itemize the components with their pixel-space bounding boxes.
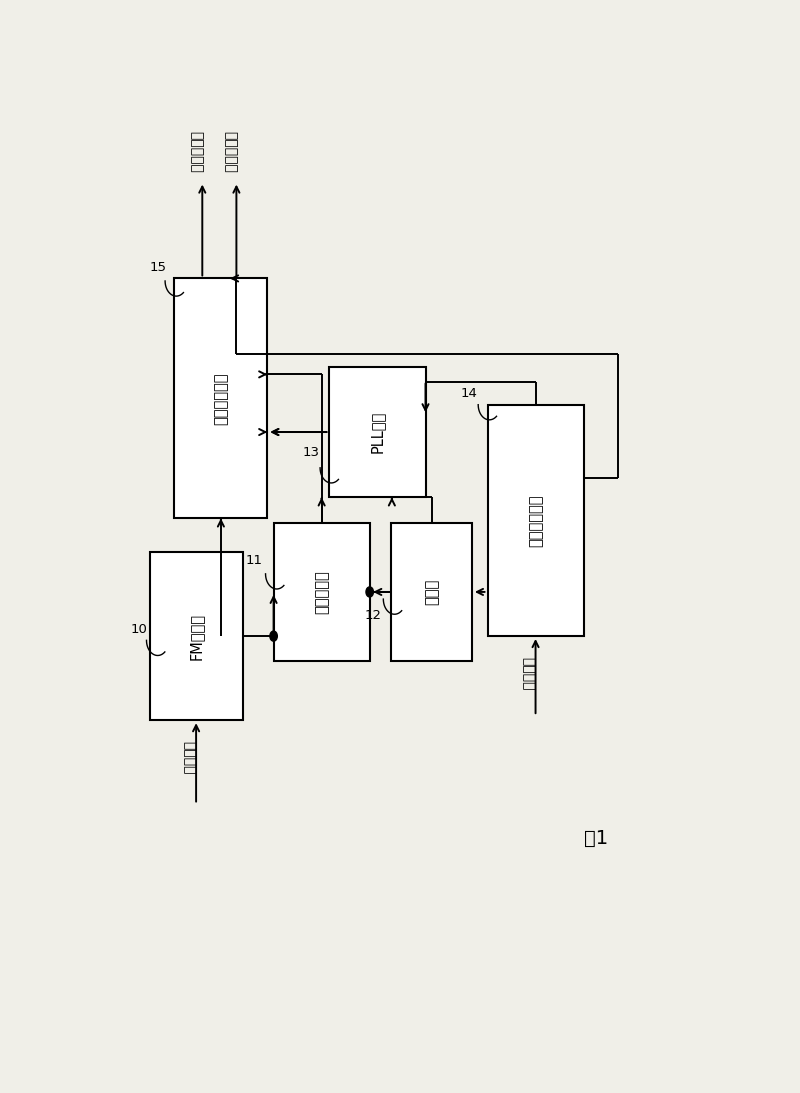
Text: 13: 13 <box>302 446 319 459</box>
Text: 振荡器: 振荡器 <box>424 579 439 606</box>
Text: 参考信号: 参考信号 <box>521 657 535 691</box>
Circle shape <box>270 631 278 642</box>
Bar <box>330 367 426 497</box>
Text: 射频信号: 射频信号 <box>182 741 196 775</box>
Bar <box>391 522 472 661</box>
Text: 14: 14 <box>460 387 477 400</box>
Text: 立体声译码器: 立体声译码器 <box>214 372 229 424</box>
Bar <box>174 279 267 518</box>
Bar <box>150 552 242 720</box>
Text: 右信道信号: 右信道信号 <box>223 131 237 173</box>
Text: 图1: 图1 <box>584 828 608 847</box>
Text: PLL单元: PLL单元 <box>370 411 385 454</box>
Text: 左信道信号: 左信道信号 <box>189 131 203 173</box>
Bar <box>274 522 370 661</box>
Text: 10: 10 <box>130 623 147 636</box>
Text: 带通滤波器: 带通滤波器 <box>314 571 329 614</box>
Text: FM解调器: FM解调器 <box>189 612 203 660</box>
Circle shape <box>366 587 374 597</box>
Text: 15: 15 <box>150 261 167 274</box>
Bar <box>487 404 584 636</box>
Text: 数字校正电路: 数字校正电路 <box>528 494 543 546</box>
Text: 12: 12 <box>365 609 382 622</box>
Text: 11: 11 <box>246 554 263 567</box>
